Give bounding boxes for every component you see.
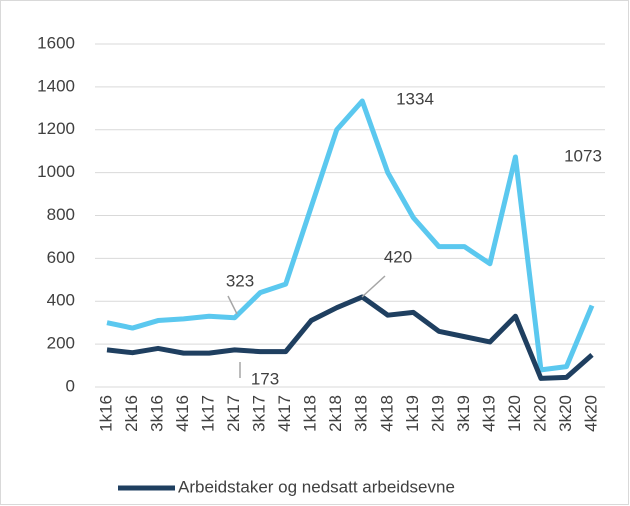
x-tick-label: 2k19	[428, 395, 447, 432]
x-tick-label: 3k20	[556, 395, 575, 432]
x-tick-label: 4k18	[377, 395, 396, 432]
x-tick-label: 3k17	[250, 395, 269, 432]
x-tick-label: 3k19	[454, 395, 473, 432]
data-label: 420	[384, 247, 412, 266]
label-leader	[361, 275, 386, 298]
x-tick-label: 3k16	[148, 395, 167, 432]
x-tick-label: 2k16	[122, 395, 141, 432]
x-tick-label: 3k18	[352, 395, 371, 432]
y-tick-label: 1400	[37, 76, 75, 95]
y-tick-label: 400	[47, 291, 75, 310]
x-tick-label: 1k19	[403, 395, 422, 432]
y-tick-label: 800	[47, 205, 75, 224]
x-tick-label: 2k20	[530, 395, 549, 432]
series-line	[106, 294, 594, 381]
x-tick-label: 1k18	[301, 395, 320, 432]
y-tick-label: 1600	[37, 33, 75, 52]
x-tick-label: 4k20	[581, 395, 600, 432]
x-tick-label: 1k17	[199, 395, 218, 432]
data-label: 1334	[396, 89, 434, 108]
x-tick-label: 2k18	[326, 395, 345, 432]
x-tick-label: 4k17	[275, 395, 294, 432]
data-label: 173	[251, 369, 279, 388]
label-leader	[227, 295, 238, 315]
x-tick-label: 4k16	[173, 395, 192, 432]
data-label: 323	[226, 271, 254, 290]
y-tick-label: 0	[66, 376, 75, 395]
x-tick-label: 2k17	[224, 395, 243, 432]
y-tick-label: 200	[47, 334, 75, 353]
series-line	[106, 98, 595, 373]
x-tick-label: 1k20	[505, 395, 524, 432]
legend-label: Arbeidstaker og nedsatt arbeidsevne	[178, 477, 455, 496]
y-tick-label: 1000	[37, 162, 75, 181]
x-tick-label: 4k19	[479, 395, 498, 432]
x-tick-label: 1k16	[96, 395, 115, 432]
y-tick-label: 1200	[37, 119, 75, 138]
data-label: 1073	[564, 146, 602, 165]
y-tick-label: 600	[47, 248, 75, 267]
